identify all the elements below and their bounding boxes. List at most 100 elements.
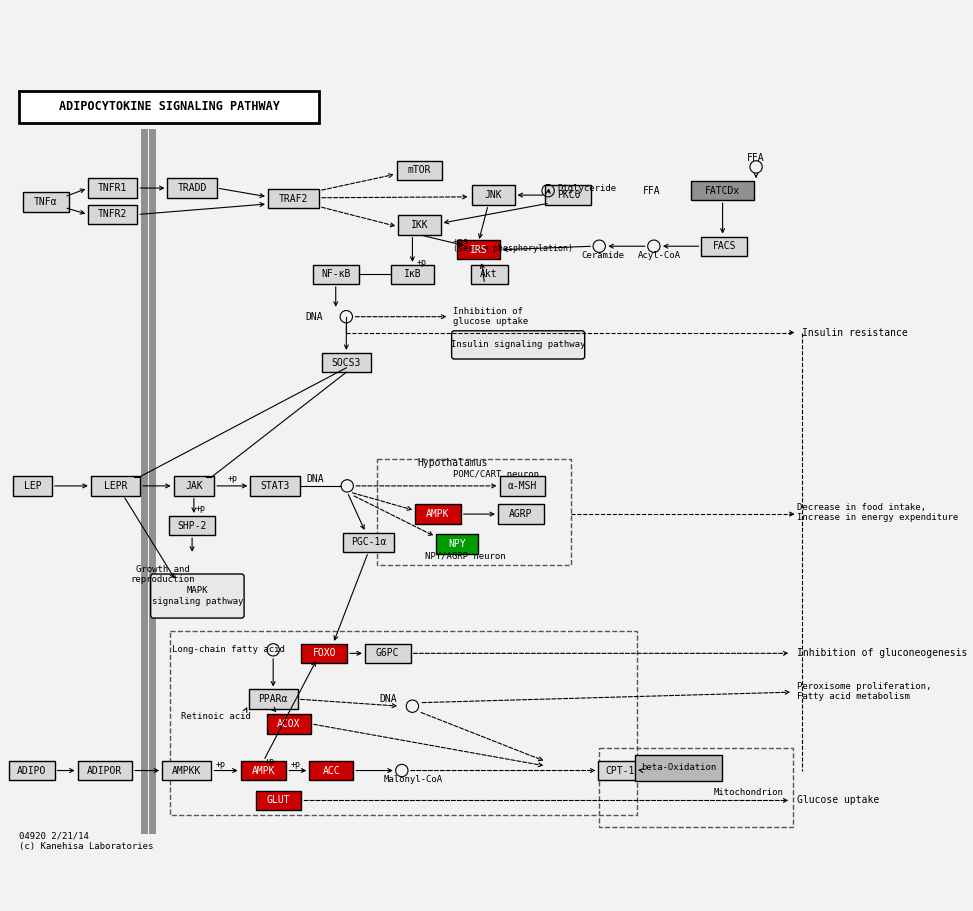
Text: reproduction: reproduction: [130, 575, 196, 584]
Bar: [500, 476, 546, 496]
Bar: [702, 237, 747, 256]
Text: Inhibition of: Inhibition of: [453, 307, 523, 316]
Text: AMPKK: AMPKK: [172, 765, 201, 775]
Bar: [267, 714, 311, 733]
Text: LEPR: LEPR: [104, 481, 127, 491]
Text: ADIPOR: ADIPOR: [88, 765, 123, 775]
Text: beta-Oxidation: beta-Oxidation: [641, 763, 716, 773]
Text: TRADD: TRADD: [177, 183, 207, 193]
Text: Peroxisome proliferation,: Peroxisome proliferation,: [798, 682, 932, 691]
Bar: [322, 353, 371, 373]
Text: NF-κB: NF-κB: [321, 270, 350, 280]
Bar: [498, 505, 544, 524]
Bar: [342, 533, 394, 552]
Text: DNA: DNA: [306, 474, 324, 484]
Text: ACOX: ACOX: [277, 719, 301, 729]
Text: AGRP: AGRP: [509, 509, 532, 519]
Text: LEP: LEP: [23, 481, 42, 491]
Text: α-MSH: α-MSH: [508, 481, 537, 491]
Bar: [691, 181, 754, 200]
Text: (serine phosphorylation): (serine phosphorylation): [453, 244, 573, 253]
Bar: [471, 265, 508, 284]
FancyBboxPatch shape: [451, 331, 585, 359]
Text: +p: +p: [216, 760, 226, 769]
Text: FFA: FFA: [746, 153, 764, 163]
Text: Retinoic acid: Retinoic acid: [181, 712, 250, 722]
Text: Insulin resistance: Insulin resistance: [802, 328, 908, 338]
Bar: [19, 91, 319, 123]
Text: +p: +p: [265, 757, 274, 766]
Text: FFA: FFA: [643, 186, 661, 196]
Text: TNFR1: TNFR1: [98, 183, 127, 193]
Text: POMC/CART neuron: POMC/CART neuron: [453, 469, 539, 478]
Text: mTOR: mTOR: [408, 166, 431, 176]
Text: IRS: IRS: [470, 245, 487, 255]
Bar: [89, 179, 137, 198]
Text: SHP-2: SHP-2: [177, 520, 207, 530]
Text: CPT-1: CPT-1: [605, 765, 635, 775]
Bar: [173, 476, 214, 496]
Text: ACC: ACC: [322, 765, 341, 775]
Text: MAPK
signaling pathway: MAPK signaling pathway: [152, 587, 243, 606]
Text: Fatty acid metabolism: Fatty acid metabolism: [798, 692, 911, 701]
Bar: [9, 761, 54, 780]
Bar: [599, 748, 793, 827]
Text: Inhibition of gluconeogenesis: Inhibition of gluconeogenesis: [798, 649, 968, 659]
Bar: [457, 240, 500, 260]
Text: STAT3: STAT3: [260, 481, 290, 491]
Text: Hypothalamus: Hypothalamus: [417, 458, 488, 468]
Text: +p: +p: [196, 505, 205, 513]
Text: Acyl-CoA: Acyl-CoA: [638, 251, 681, 260]
Text: DNA: DNA: [378, 694, 397, 704]
Bar: [598, 761, 642, 780]
Bar: [436, 535, 479, 554]
Bar: [23, 192, 69, 212]
Text: JAK: JAK: [185, 481, 202, 491]
Text: Long-chain fatty acid: Long-chain fatty acid: [172, 645, 285, 654]
Text: Malonyl-CoA: Malonyl-CoA: [383, 775, 443, 783]
Text: FACS: FACS: [712, 241, 737, 251]
Text: Growth and: Growth and: [136, 565, 190, 574]
Bar: [162, 761, 211, 780]
Text: SOCS3: SOCS3: [332, 357, 361, 367]
Text: AMPK: AMPK: [426, 509, 450, 519]
Bar: [635, 754, 722, 781]
Bar: [169, 516, 215, 536]
Text: 04920 2/21/14
(c) Kanehisa Laboratories: 04920 2/21/14 (c) Kanehisa Laboratories: [19, 832, 154, 851]
Bar: [309, 761, 353, 780]
Text: Insulin signaling pathway: Insulin signaling pathway: [450, 341, 586, 350]
Text: Glucose uptake: Glucose uptake: [798, 795, 880, 805]
Text: +ps: +ps: [453, 237, 469, 246]
Text: ADIPO: ADIPO: [18, 765, 47, 775]
Text: IκB: IκB: [404, 270, 421, 280]
Bar: [268, 189, 319, 209]
Bar: [248, 690, 298, 709]
Text: TNFα: TNFα: [34, 197, 57, 207]
Text: Increase in energy expenditure: Increase in energy expenditure: [798, 513, 958, 522]
Text: FATCDx: FATCDx: [705, 186, 740, 196]
Text: GLUT: GLUT: [267, 795, 290, 805]
Text: PKCθ: PKCθ: [557, 190, 580, 200]
Bar: [365, 644, 411, 663]
Bar: [90, 476, 140, 496]
Text: DNA: DNA: [306, 312, 323, 322]
Text: Decrease in food intake,: Decrease in food intake,: [798, 504, 926, 512]
Bar: [89, 205, 137, 224]
Text: Akt: Akt: [481, 270, 498, 280]
Text: TNFR2: TNFR2: [98, 210, 127, 220]
Text: AMPK: AMPK: [252, 765, 275, 775]
Bar: [397, 160, 443, 180]
Bar: [472, 186, 515, 205]
Text: +p: +p: [291, 760, 301, 769]
Text: ADIPOCYTOKINE SIGNALING PATHWAY: ADIPOCYTOKINE SIGNALING PATHWAY: [58, 100, 279, 114]
Bar: [170, 631, 637, 814]
Text: JNK: JNK: [485, 190, 502, 200]
Bar: [391, 265, 434, 284]
Bar: [167, 179, 217, 198]
Bar: [378, 459, 571, 565]
Text: PGC-1α: PGC-1α: [350, 537, 386, 548]
Text: TRAF2: TRAF2: [278, 194, 308, 204]
Bar: [240, 761, 286, 780]
Bar: [256, 791, 302, 810]
Text: IKK: IKK: [411, 220, 428, 230]
